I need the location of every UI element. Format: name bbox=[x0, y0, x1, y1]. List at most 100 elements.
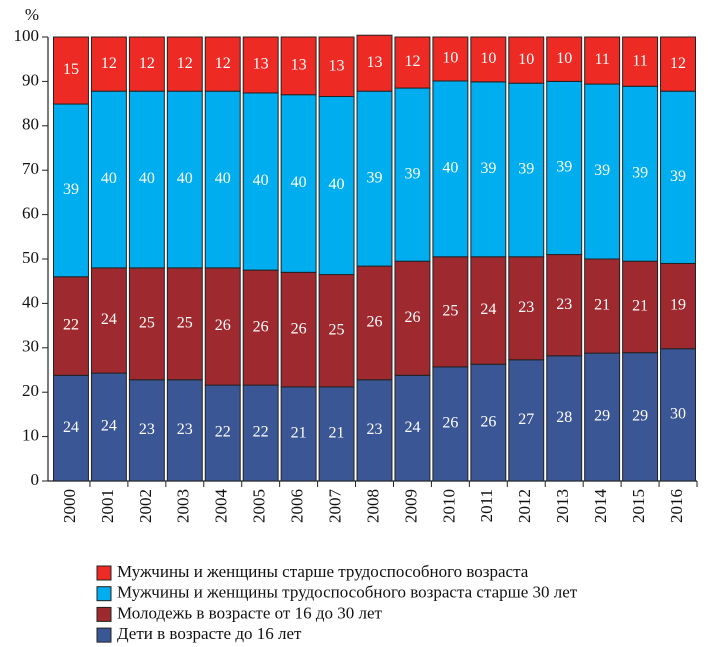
value-label: 26 bbox=[253, 318, 269, 335]
legend-swatch bbox=[96, 606, 112, 622]
bar-segment bbox=[546, 355, 583, 482]
bar-segment bbox=[166, 379, 203, 482]
bar-segment bbox=[166, 36, 203, 92]
value-label: 12 bbox=[101, 55, 117, 72]
value-label: 39 bbox=[404, 165, 420, 182]
y-tick-label: 80 bbox=[22, 115, 39, 134]
value-label: 22 bbox=[253, 424, 269, 441]
value-label: 39 bbox=[632, 164, 648, 181]
value-label: 26 bbox=[291, 320, 307, 337]
bar-segment bbox=[166, 267, 203, 381]
x-tick-label: 2005 bbox=[250, 489, 269, 523]
x-tick-label: 2003 bbox=[174, 489, 193, 523]
bar-segment bbox=[394, 87, 431, 262]
bar-segment bbox=[356, 265, 393, 381]
value-label: 10 bbox=[518, 51, 534, 68]
value-label: 40 bbox=[253, 172, 269, 189]
value-label: 39 bbox=[670, 168, 686, 185]
bar-segment bbox=[242, 92, 279, 271]
legend-label: Дети в возрасте до 16 лет bbox=[117, 624, 302, 643]
bar-segment bbox=[508, 256, 545, 361]
x-tick-label: 2012 bbox=[515, 489, 534, 523]
y-tick-label: 0 bbox=[31, 470, 40, 489]
y-tick-label: 30 bbox=[22, 337, 39, 356]
value-label: 26 bbox=[404, 309, 420, 326]
bar-segment bbox=[53, 36, 89, 105]
y-tick-label: 50 bbox=[22, 248, 39, 267]
value-label: 40 bbox=[442, 160, 458, 177]
bar-segment bbox=[242, 36, 279, 94]
bar-segment bbox=[90, 267, 127, 374]
y-tick-label: 10 bbox=[22, 426, 39, 445]
bar-segment bbox=[90, 372, 127, 482]
value-label: 26 bbox=[367, 314, 383, 331]
bar-segment bbox=[356, 90, 393, 267]
bar-segment bbox=[53, 374, 89, 482]
bar-segment bbox=[90, 36, 127, 92]
y-tick-label: 70 bbox=[22, 159, 39, 178]
bar-segment bbox=[128, 267, 165, 381]
y-tick-label: 40 bbox=[22, 292, 39, 311]
value-label: 10 bbox=[442, 50, 458, 67]
bar-segment bbox=[356, 34, 393, 92]
bar-segment bbox=[622, 85, 659, 262]
value-label: 12 bbox=[177, 55, 193, 72]
x-tick-label: 2006 bbox=[288, 489, 307, 523]
value-label: 23 bbox=[139, 421, 155, 438]
x-tick-label: 2004 bbox=[212, 489, 231, 524]
value-label: 40 bbox=[101, 170, 117, 187]
value-label: 22 bbox=[63, 317, 79, 334]
value-label: 25 bbox=[329, 321, 345, 338]
bar-segment bbox=[584, 36, 621, 85]
value-label: 21 bbox=[594, 297, 610, 314]
bar-segment bbox=[660, 348, 697, 482]
value-label: 39 bbox=[518, 161, 534, 178]
value-label: 25 bbox=[139, 314, 155, 331]
value-label: 12 bbox=[404, 53, 420, 70]
value-label: 23 bbox=[518, 299, 534, 316]
value-label: 12 bbox=[139, 55, 155, 72]
value-label: 24 bbox=[63, 419, 79, 436]
value-label: 21 bbox=[632, 298, 648, 315]
legend-label: Мужчины и женщины трудоспособного возрас… bbox=[117, 583, 578, 602]
value-label: 11 bbox=[632, 52, 647, 69]
x-tick-label: 2007 bbox=[325, 489, 344, 524]
legend-swatch bbox=[96, 627, 112, 643]
value-label: 24 bbox=[101, 418, 117, 435]
bar-segment bbox=[394, 374, 431, 482]
bar-segment bbox=[470, 36, 507, 83]
bar-segment bbox=[242, 269, 279, 386]
bar-segment bbox=[432, 80, 469, 258]
value-label: 24 bbox=[404, 419, 420, 436]
bar-segment bbox=[318, 95, 355, 276]
y-unit-label: % bbox=[25, 5, 39, 24]
value-label: 39 bbox=[556, 159, 572, 176]
value-label: 11 bbox=[594, 51, 609, 68]
bar-segment bbox=[660, 262, 697, 350]
bar-segment bbox=[508, 82, 545, 258]
value-label: 13 bbox=[367, 54, 383, 71]
legend-swatch bbox=[96, 565, 112, 581]
value-label: 27 bbox=[518, 411, 534, 428]
x-tick-label: 2013 bbox=[553, 489, 572, 523]
x-tick-label: 2011 bbox=[477, 489, 496, 522]
value-label: 23 bbox=[556, 296, 572, 313]
bar-segment bbox=[394, 36, 431, 89]
value-label: 40 bbox=[177, 170, 193, 187]
legend-label: Молодежь в возрасте от 16 до 30 лет bbox=[117, 603, 383, 622]
value-label: 25 bbox=[442, 303, 458, 320]
value-label: 25 bbox=[177, 314, 193, 331]
value-label: 39 bbox=[367, 169, 383, 186]
bar-segment bbox=[584, 258, 621, 354]
bar-segment bbox=[204, 36, 241, 92]
bar-segment bbox=[508, 359, 545, 482]
value-label: 21 bbox=[291, 425, 307, 442]
bar-segment bbox=[53, 276, 89, 376]
x-tick-label: 2009 bbox=[401, 489, 420, 523]
value-label: 40 bbox=[215, 170, 231, 187]
bar-segment bbox=[280, 271, 317, 388]
bar-segment bbox=[508, 36, 545, 84]
value-label: 21 bbox=[329, 425, 345, 442]
bar-segment bbox=[584, 83, 621, 260]
